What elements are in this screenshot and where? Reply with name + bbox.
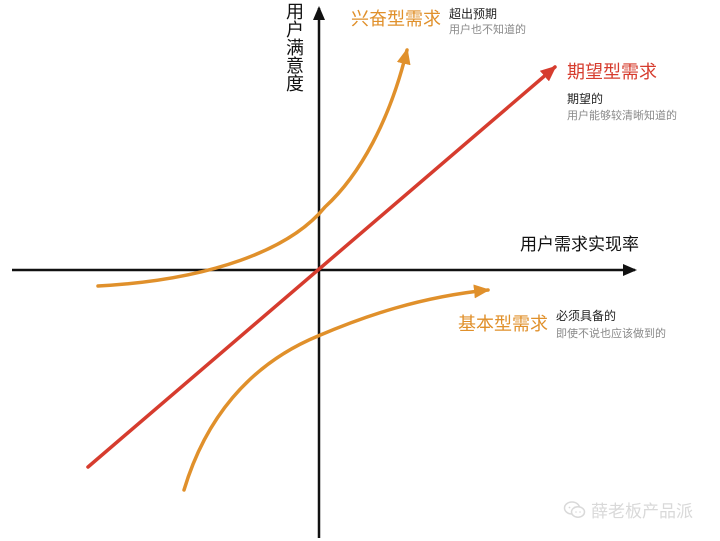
y-axis-label: 用户满意度: [283, 2, 304, 92]
x-axis-label: 用户需求实现率: [520, 235, 639, 255]
watermark-text: 薛老板产品派: [591, 502, 693, 522]
performance-subnote: 用户能够较清晰知道的: [567, 109, 677, 122]
excitement-title: 兴奋型需求: [351, 9, 441, 30]
excitement-subnote: 用户也不知道的: [449, 23, 526, 36]
performance-line: [86, 65, 557, 469]
wechat-icon: [563, 500, 586, 518]
watermark: 薛老板产品派: [563, 497, 693, 522]
basic-curve: [182, 284, 490, 492]
basic-subnote: 即使不说也应该做到的: [556, 327, 666, 340]
performance-note: 期望的: [567, 92, 604, 106]
excitement-note: 超出预期: [449, 7, 498, 21]
performance-title: 期望型需求: [567, 62, 657, 83]
basic-note: 必须具备的: [556, 309, 617, 323]
basic-title: 基本型需求: [458, 314, 548, 335]
excitement-curve: [96, 48, 411, 288]
